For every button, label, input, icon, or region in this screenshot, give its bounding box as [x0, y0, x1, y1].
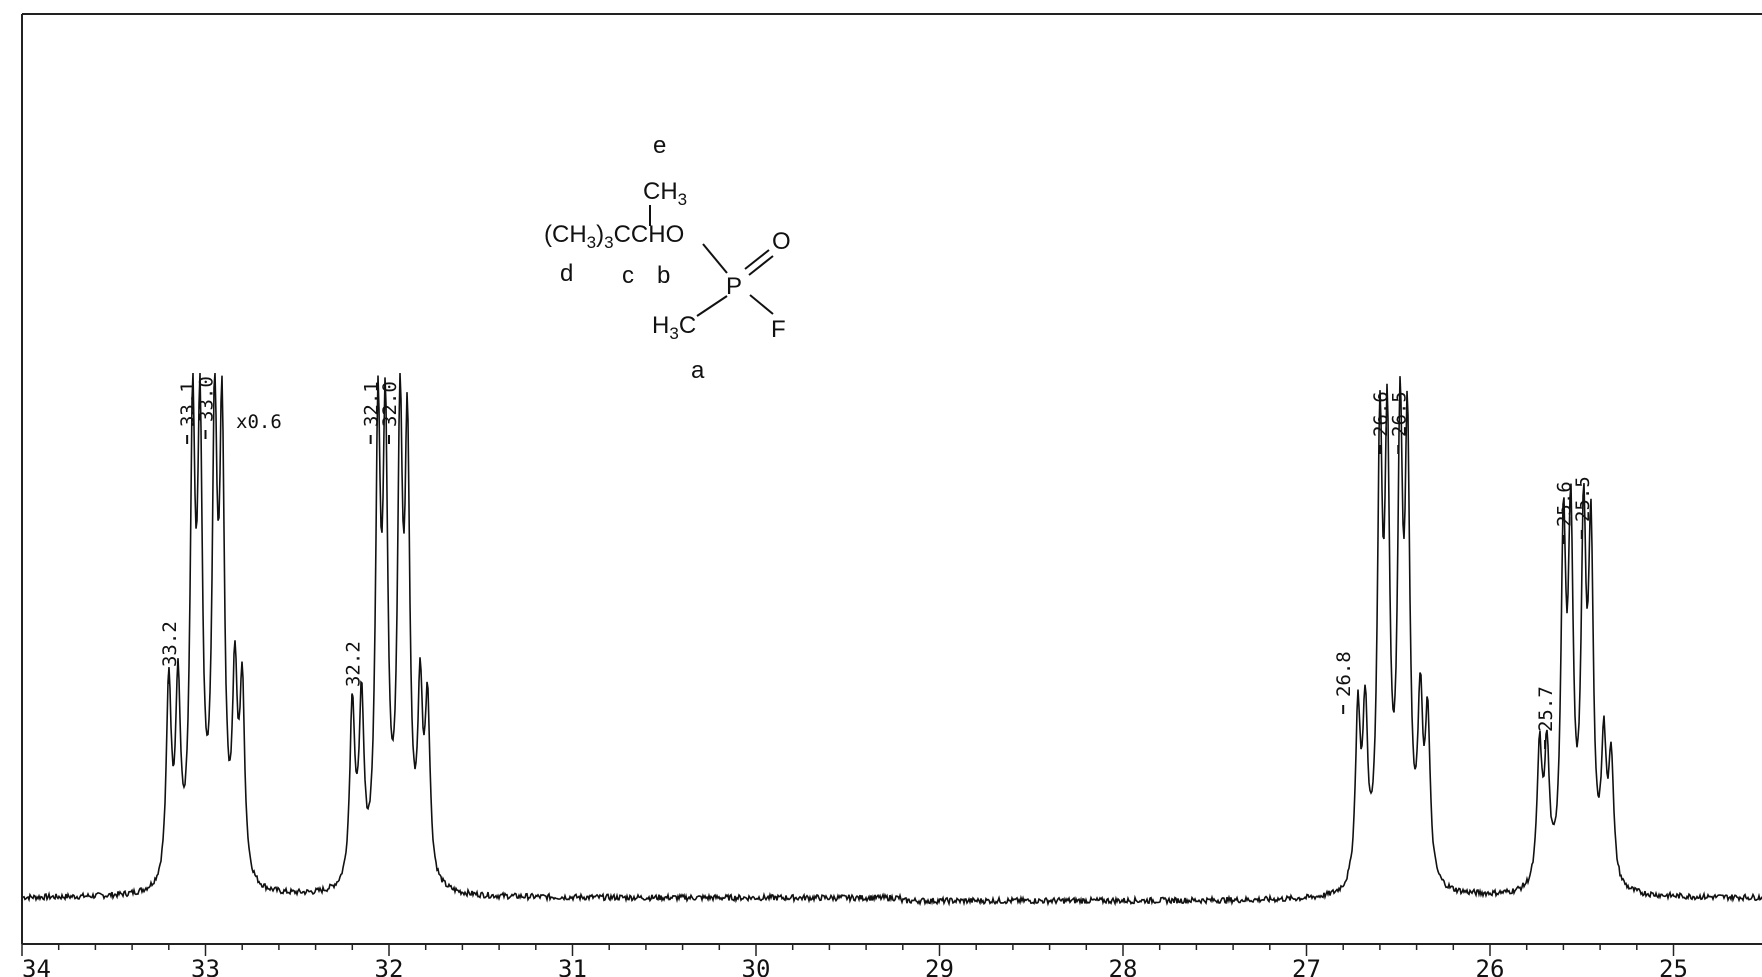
- peak-label: 33.0: [196, 376, 218, 422]
- label-a: a: [691, 357, 705, 384]
- peak-label: 26.5: [1388, 391, 1410, 437]
- peak-label: 32.0: [379, 381, 401, 427]
- double-bond-p-o-1: [744, 249, 770, 270]
- label-e: e: [653, 132, 666, 159]
- bond-o-to-p: [702, 243, 728, 274]
- plot-frame: [21, 13, 1762, 945]
- fluorine-atom: F: [771, 316, 786, 343]
- peak-label: 32.2: [342, 641, 364, 687]
- x-tick-label: 29: [925, 955, 954, 977]
- x-tick-label: 30: [742, 955, 771, 977]
- peak-label: 25.6: [1553, 481, 1575, 527]
- peak-label: 26.6: [1370, 391, 1392, 437]
- double-bond-p-o-2: [748, 255, 774, 276]
- peak-label: 25.5: [1572, 476, 1594, 522]
- peak-label: 33.1: [177, 381, 199, 427]
- label-d: d: [560, 260, 573, 287]
- x-tick-label: 31: [558, 955, 587, 977]
- scale-annotation: x0.6: [236, 411, 282, 433]
- x-tick-label: 25: [1659, 955, 1688, 977]
- molecule-structure: e CH3 (CH3)3CCHO d c b P O F H3C a: [544, 132, 791, 384]
- x-axis-ticks: 34 33 32 31 30 29 28 27 26 25: [21, 944, 1688, 977]
- peak-label: 32.1: [361, 381, 383, 427]
- peak-label: 33.2: [159, 621, 181, 667]
- bond-p-to-f: [749, 294, 774, 315]
- ch3-top-group: CH3: [643, 178, 687, 209]
- x-tick-label: 28: [1109, 955, 1138, 977]
- label-c: c: [622, 262, 634, 289]
- oxygen-atom: O: [772, 228, 791, 255]
- x-tick-label: 32: [375, 955, 404, 977]
- x-tick-label: 27: [1292, 955, 1321, 977]
- peak-label-group: 33.2 33.133.0 32.2 32.132.0 26.8 26.626.5 25.7…: [159, 376, 1594, 749]
- x-tick-label: 34: [22, 955, 51, 977]
- spectrum-trace: [22, 372, 1762, 907]
- x-tick-label: 33: [191, 955, 220, 977]
- peak-label: 25.7: [1535, 686, 1557, 732]
- phosphorus-atom: P: [726, 273, 742, 300]
- tbutyl-chain-group: (CH3)3CCHO: [544, 221, 684, 252]
- label-b: b: [657, 262, 670, 289]
- peak-label: 26.8: [1333, 651, 1355, 697]
- bond-p-to-ch3: [696, 295, 728, 317]
- methyl-on-p-group: H3C: [652, 312, 696, 343]
- x-tick-label: 26: [1476, 955, 1505, 977]
